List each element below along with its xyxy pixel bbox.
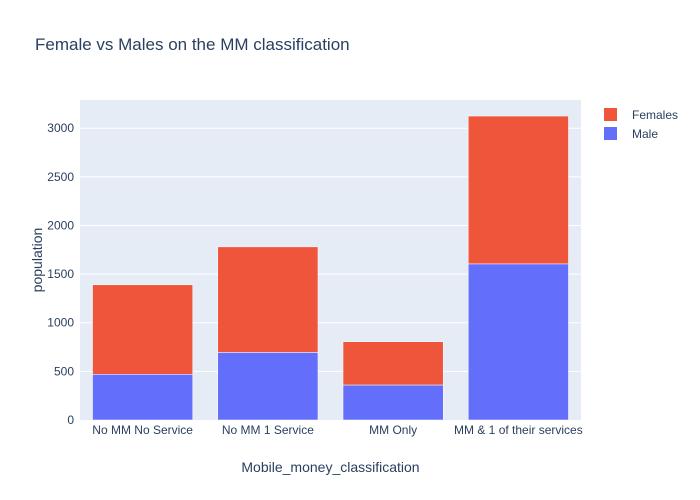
y-tick-label: 2000 bbox=[47, 218, 74, 232]
y-tick-label: 2500 bbox=[47, 170, 74, 184]
bar-male-1[interactable] bbox=[92, 374, 193, 421]
y-tick-labels: 0 500 1000 1500 2000 2500 3000 bbox=[47, 121, 74, 427]
y-tick-label: 1000 bbox=[47, 316, 74, 330]
x-tick-label: MM & 1 of their services bbox=[454, 423, 583, 437]
bars bbox=[92, 115, 569, 421]
bar-females-3[interactable] bbox=[342, 341, 444, 386]
bar-females-4[interactable] bbox=[468, 115, 569, 265]
x-tick-label: MM Only bbox=[369, 423, 417, 437]
x-axis-label: Mobile_money_classification bbox=[241, 459, 419, 475]
chart-title: Female vs Males on the MM classification bbox=[35, 35, 350, 54]
y-axis-label: population bbox=[29, 228, 45, 293]
x-tick-label: No MM No Service bbox=[92, 423, 193, 437]
bar-females-2[interactable] bbox=[217, 246, 319, 353]
y-tick-label: 3000 bbox=[47, 121, 74, 135]
legend-swatch-females[interactable] bbox=[604, 108, 617, 121]
bar-male-2[interactable] bbox=[217, 352, 319, 421]
x-tick-label: No MM 1 Service bbox=[222, 423, 314, 437]
y-tick-label: 1500 bbox=[47, 267, 74, 281]
bar-females-1[interactable] bbox=[92, 284, 193, 375]
x-tick-labels: No MM No Service No MM 1 Service MM Only MM… bbox=[92, 423, 582, 437]
y-tick-label: 500 bbox=[54, 364, 74, 378]
legend-label-male[interactable]: Male bbox=[632, 127, 658, 141]
bar-male-4[interactable] bbox=[468, 263, 569, 421]
legend: Females Male bbox=[604, 108, 678, 141]
legend-swatch-male[interactable] bbox=[604, 127, 617, 140]
y-tick-label: 0 bbox=[67, 413, 74, 427]
legend-label-females[interactable]: Females bbox=[632, 108, 678, 122]
bar-male-3[interactable] bbox=[342, 384, 444, 421]
